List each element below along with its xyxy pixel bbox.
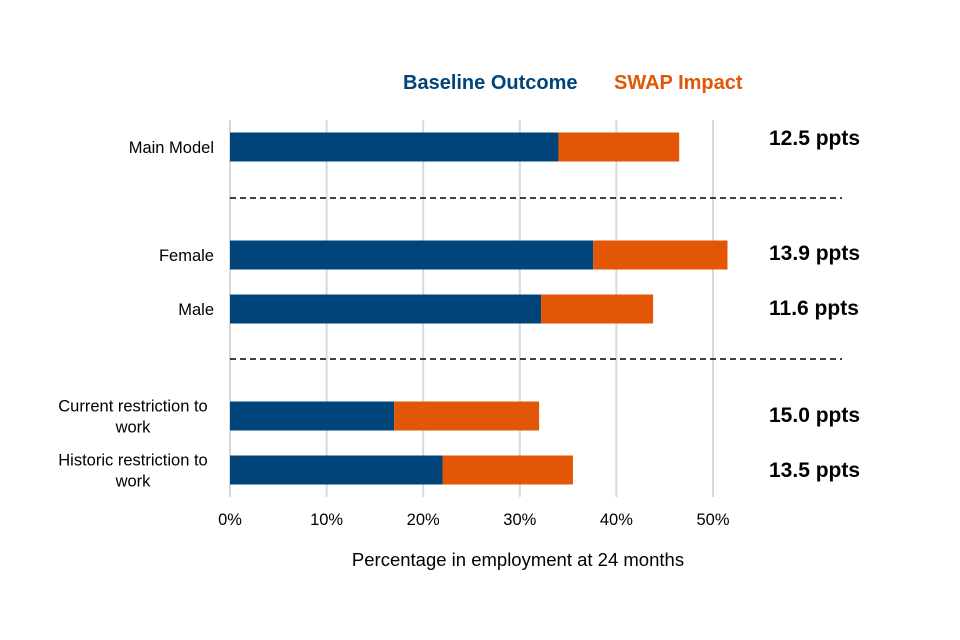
bar-swap-impact: [593, 240, 728, 270]
bar-swap-impact: [442, 455, 573, 485]
category-label: Female: [159, 247, 214, 265]
x-tick-label: 50%: [696, 511, 729, 529]
x-tick-label: 30%: [503, 511, 536, 529]
impact-annotation: 11.6 ppts: [769, 297, 859, 320]
bar-baseline-outcome: [230, 240, 594, 270]
x-tick-label: 20%: [407, 511, 440, 529]
bar-baseline-outcome: [230, 132, 559, 162]
legend-baseline-outcome: Baseline Outcome: [403, 72, 578, 94]
x-tick-label: 40%: [600, 511, 633, 529]
category-label: Main Model: [129, 139, 214, 157]
impact-annotation: 13.5 ppts: [769, 459, 860, 482]
impact-annotations: 12.5 ppts 13.9 ppts 11.6 ppts 15.0 ppts 13.5…: [769, 127, 860, 482]
bar-swap-impact: [541, 294, 654, 324]
x-axis-title: Percentage in employment at 24 months: [352, 549, 684, 570]
category-label: Current restriction to work: [58, 398, 207, 437]
group-separators: [230, 197, 842, 360]
bar-swap-impact: [558, 132, 680, 162]
legend: Baseline Outcome SWAP Impact: [403, 72, 743, 94]
category-label: Historic restriction to work: [58, 452, 207, 491]
category-labels: Main Model Female Male Current restriction …: [58, 139, 214, 491]
bar-baseline-outcome: [230, 294, 542, 324]
impact-annotation: 13.9 ppts: [769, 242, 860, 265]
x-tick-label: 10%: [310, 511, 343, 529]
bars: [230, 132, 728, 485]
impact-annotation: 12.5 ppts: [769, 127, 860, 150]
bar-swap-impact: [394, 401, 540, 431]
legend-swap-impact: SWAP Impact: [614, 72, 743, 94]
x-tick-labels: 0% 10% 20% 30% 40% 50%: [218, 511, 730, 529]
category-label: Male: [178, 301, 214, 319]
bar-baseline-outcome: [230, 401, 395, 431]
x-tick-label: 0%: [218, 511, 242, 529]
bar-baseline-outcome: [230, 455, 443, 485]
impact-annotation: 15.0 ppts: [769, 404, 860, 427]
